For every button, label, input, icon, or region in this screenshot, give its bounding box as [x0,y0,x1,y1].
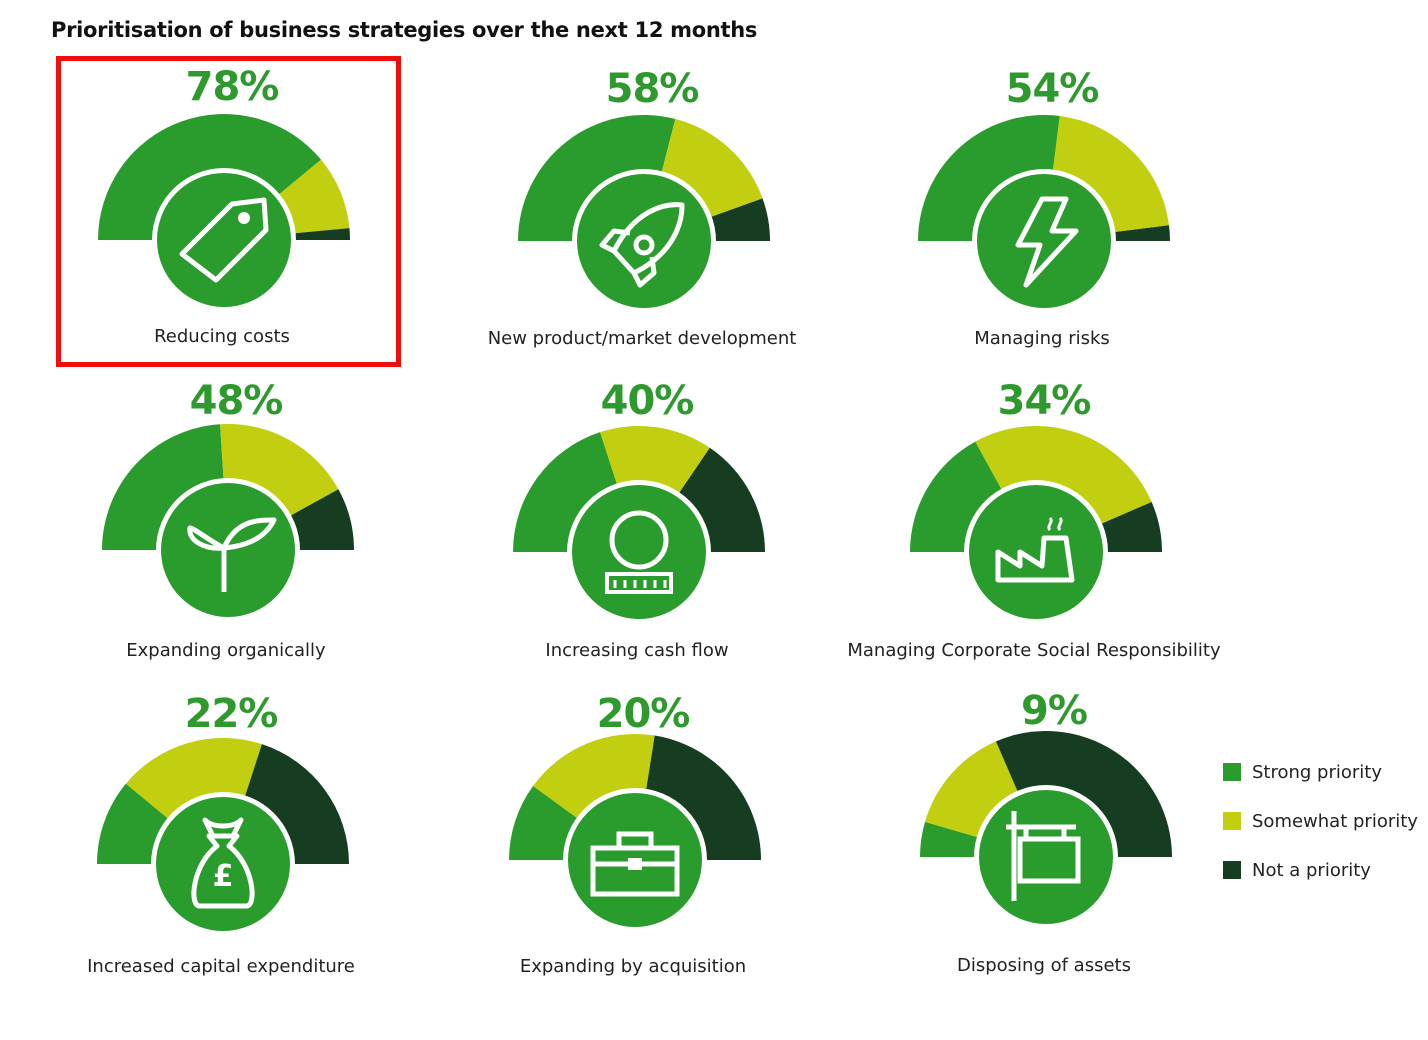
category-label: New product/market development [488,328,797,349]
gauge-1: 78% Reducing costs [98,64,350,347]
svg-text:£: £ [213,859,234,894]
category-label: Managing Corporate Social Responsibility [847,640,1221,661]
gauge-7: £22% Increased capital expenditure [87,691,355,977]
value-label: 22% [185,691,278,737]
gauge-4: 48% Expanding organically [102,378,354,661]
value-label: 9% [1021,688,1087,734]
legend-label: Somewhat priority [1252,811,1418,832]
chart-title: Prioritisation of business strategies ov… [51,18,758,42]
highlight-box [56,56,401,367]
legend: Strong priority Somewhat priority Not a pr… [1223,762,1418,881]
icon-disc [157,173,291,307]
money-bag-icon: £ [191,817,255,909]
price-tag-icon [179,197,269,283]
value-label: 78% [186,64,279,110]
legend-label: Strong priority [1252,762,1382,783]
value-label: 48% [190,378,283,424]
lightning-icon [1015,196,1079,288]
coin-stack-icon [605,510,673,594]
gauge-6: 34% Managing Corporate Social Responsibil… [847,378,1221,661]
icon-disc [979,790,1113,924]
gauge-5: 40% Increasing cash flow [513,378,765,661]
legend-swatch [1223,763,1241,781]
category-label: Expanding by acquisition [520,956,746,977]
gauge-9: 9% Disposing of assets [920,688,1173,976]
icon-disc [969,485,1103,619]
category-label: Expanding organically [126,640,326,661]
category-label: Reducing costs [154,326,290,347]
sign-board-icon [1006,811,1081,901]
legend-label: Not a priority [1252,860,1371,881]
icon-disc [977,174,1111,308]
sprout-icon [187,517,277,592]
gauge-2: 58% New product/market development [488,66,797,349]
legend-swatch [1223,812,1241,830]
value-label: 40% [601,378,694,424]
value-label: 58% [606,66,699,112]
category-label: Increasing cash flow [545,640,728,661]
value-label: 54% [1006,66,1099,112]
legend-swatch [1223,861,1241,879]
icon-disc [156,797,290,931]
icon-disc [577,174,711,308]
gauge-3: 54% Managing risks [918,66,1170,349]
rocket-icon [599,202,685,288]
category-label: Disposing of assets [957,955,1131,976]
category-label: Increased capital expenditure [87,956,355,977]
icon-disc [572,485,706,619]
value-label: 20% [597,691,690,737]
toolbox-icon [590,831,680,897]
factory-icon [995,516,1075,583]
value-label: 34% [998,378,1091,424]
gauge-8: 20% Expanding by acquisition [509,691,761,977]
category-label: Managing risks [974,328,1110,349]
